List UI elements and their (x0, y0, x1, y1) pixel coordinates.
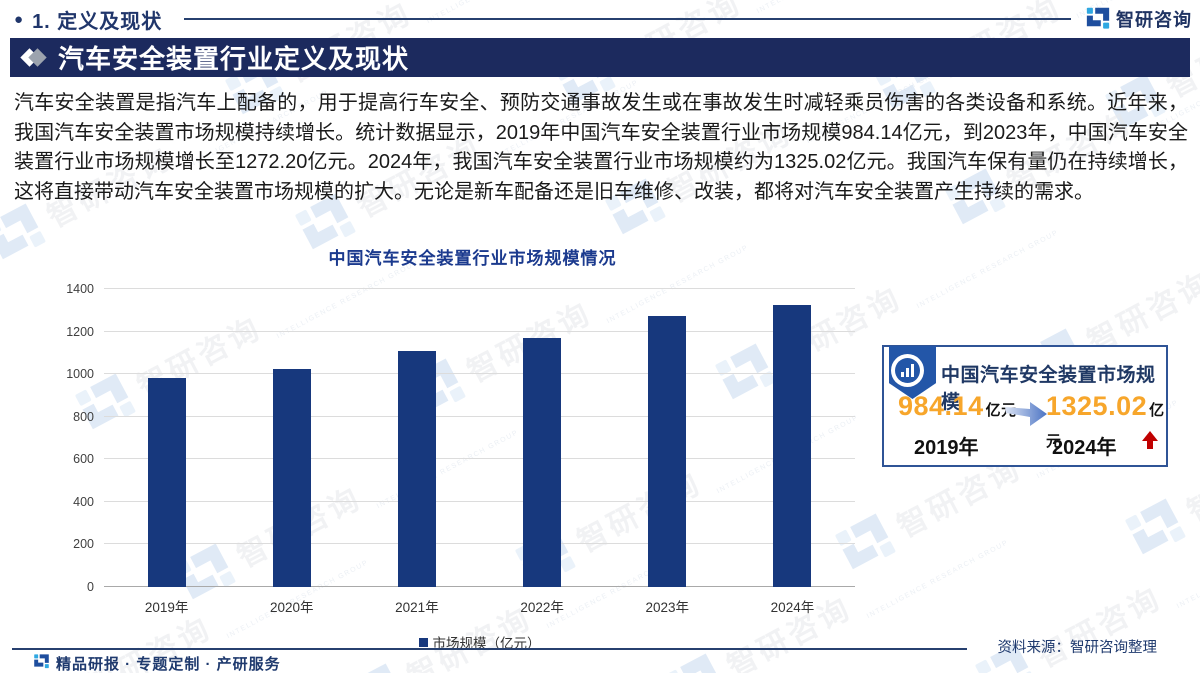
banner-title: 汽车安全装置行业定义及现状 (58, 44, 410, 74)
x-axis-line (104, 586, 855, 587)
bullet-icon: ● (14, 10, 24, 28)
brand-logo: 智研咨询 (1085, 4, 1192, 35)
bar-column (229, 289, 354, 587)
start-year: 2019年 (914, 437, 979, 459)
footer-services: 精品研报 · 专题定制 · 产研服务 (56, 655, 281, 673)
y-tick-label: 1400 (66, 282, 94, 296)
article-paragraph: 汽车安全装置是指汽车上配备的，用于提高行车安全、预防交通事故发生或在事故发生时减… (14, 92, 1188, 203)
bar-2024年 (773, 304, 812, 587)
bar-2022年 (523, 337, 562, 587)
bar-column (605, 289, 730, 587)
y-tick-label: 800 (73, 409, 94, 424)
y-tick-label: 0 (87, 580, 94, 594)
end-value-number: 1325.02 (1046, 391, 1148, 421)
bar-column (104, 289, 229, 587)
footer: 精品研报 · 专题定制 · 产研服务 (33, 652, 281, 673)
market-size-infocard: 中国汽车安全装置市场规模 984.14 亿元 1325.02 亿元 2019年 20… (882, 345, 1168, 467)
chart-badge-icon (891, 354, 924, 387)
footer-divider (12, 648, 967, 650)
y-tick-label: 1000 (66, 367, 94, 382)
gridline (104, 458, 855, 460)
x-tick-label: 2020年 (269, 600, 314, 615)
start-value: 984.14 亿元 (898, 391, 1017, 422)
header-divider (184, 18, 1071, 20)
bar-column (354, 289, 479, 587)
x-tick-label: 2022年 (520, 600, 564, 615)
section-title: 1. 定义及现状 (32, 10, 163, 33)
start-value-number: 984.14 (898, 391, 984, 421)
x-axis-labels: 2019年 2020年 2021年 2022年 2023年 2024年 (104, 596, 855, 616)
end-value: 1325.02 亿元 (1046, 391, 1166, 453)
data-source-note: 资料来源：智研咨询整理 (997, 640, 1158, 656)
page-header: ● 1. 定义及现状 智研咨询 (14, 4, 1192, 34)
y-tick-label: 1200 (66, 324, 94, 339)
gridline (104, 288, 855, 289)
section-banner: 汽车安全装置行业定义及现状 (10, 38, 1190, 77)
brand-logo-icon (1085, 4, 1111, 35)
y-tick-label: 400 (73, 494, 94, 509)
y-tick-label: 600 (73, 452, 94, 467)
y-tick-label: 200 (73, 537, 94, 552)
y-axis-labels: 0 200 400 600 800 1000 1200 1400 (60, 282, 104, 594)
x-tick-label: 2024年 (770, 600, 815, 615)
gridline (104, 415, 855, 417)
chart-plot (104, 288, 855, 587)
x-tick-label: 2021年 (395, 600, 439, 615)
chart-bars (104, 289, 855, 587)
gridline (104, 330, 855, 332)
bar-column (730, 289, 855, 587)
bar-2019年 (147, 377, 186, 587)
legend-swatch (418, 637, 428, 647)
gridline (104, 373, 855, 375)
chart-legend: 市场规模（亿元） (104, 632, 855, 652)
legend-label: 市场规模（亿元） (432, 636, 541, 651)
bar-column (480, 289, 605, 587)
up-trend-icon (1142, 431, 1158, 450)
start-value-unit: 亿元 (985, 402, 1017, 419)
gridline (104, 543, 855, 545)
bar-2021年 (397, 350, 436, 587)
bar-chart: 中国汽车安全装置行业市场规模情况 0 200 400 600 800 1000 1200 14… (60, 244, 855, 652)
footer-logo-icon (33, 652, 50, 673)
brand-logo-text: 智研咨询 (1116, 10, 1192, 30)
end-value-unit: 亿元 (1046, 402, 1165, 450)
x-tick-label: 2023年 (645, 600, 690, 615)
bar-2020年 (272, 369, 311, 587)
gridline (104, 500, 855, 502)
growth-arrow-icon (1005, 402, 1047, 426)
end-year: 2024年 (1052, 437, 1117, 459)
chart-body: 0 200 400 600 800 1000 1200 1400 (60, 282, 855, 594)
bar-2023年 (648, 316, 687, 587)
x-tick-label: 2019年 (144, 600, 189, 615)
chart-title: 中国汽车安全装置行业市场规模情况 (328, 249, 617, 268)
